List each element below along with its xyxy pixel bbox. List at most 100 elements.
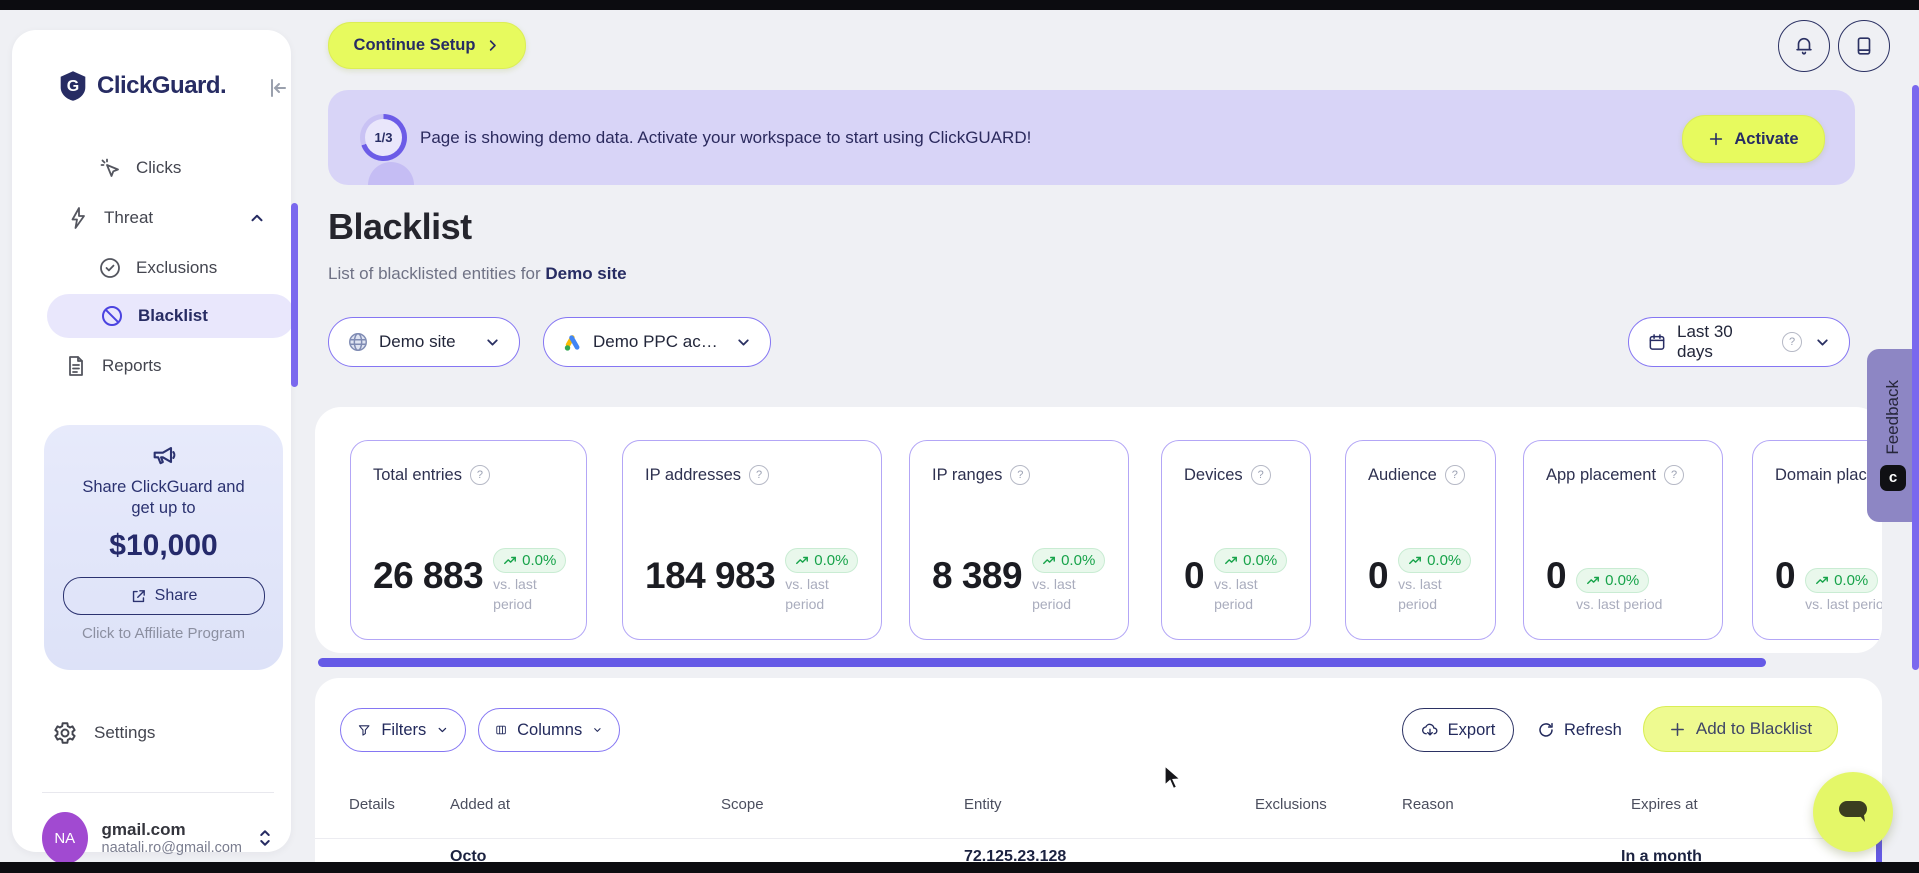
- stat-label: IP addresses: [645, 465, 742, 484]
- stat-value: 26 883: [373, 555, 484, 596]
- stat-label: Audience: [1368, 465, 1437, 484]
- refresh-button[interactable]: Refresh: [1537, 708, 1622, 752]
- sidebar-item-settings[interactable]: Settings: [52, 720, 155, 746]
- sidebar-item-label: Blacklist: [138, 306, 208, 325]
- column-header-exclusions[interactable]: Exclusions: [1255, 796, 1327, 813]
- shield-logo-icon: G: [58, 70, 88, 102]
- help-icon[interactable]: ?: [749, 465, 770, 485]
- progress-fraction: 1/3: [365, 119, 402, 156]
- export-label: Export: [1447, 720, 1496, 739]
- book-icon: [1857, 37, 1871, 55]
- sidebar-item-threat[interactable]: Threat: [66, 200, 266, 236]
- delta-badge: 0.0%: [1398, 548, 1472, 573]
- avatar: NA: [42, 812, 88, 864]
- date-range-selector[interactable]: Last 30 days ?: [1628, 317, 1850, 367]
- trend-up-icon: [1409, 556, 1422, 564]
- delta-badge: 0.0%: [1032, 548, 1106, 573]
- column-header-added-at[interactable]: Added at: [450, 796, 511, 813]
- site-selector[interactable]: Demo site: [328, 317, 520, 367]
- table-vertical-scrollbar[interactable]: [1876, 839, 1882, 862]
- share-button[interactable]: Share: [62, 577, 265, 615]
- help-icon[interactable]: ?: [1664, 465, 1685, 485]
- demo-data-banner: 1/3 Page is showing demo data. Activate …: [328, 90, 1855, 185]
- lightning-icon: [66, 206, 90, 230]
- affiliate-promo-card[interactable]: Share ClickGuard and get up to $10,000 S…: [44, 425, 283, 670]
- delta-badge: 0.0%: [1805, 568, 1879, 593]
- help-icon[interactable]: ?: [1010, 465, 1031, 485]
- window-bottom-bar: [0, 862, 1919, 873]
- promo-amount: $10,000: [109, 529, 218, 562]
- brand-name: ClickGuard.: [97, 72, 227, 99]
- column-header-details[interactable]: Details: [349, 796, 395, 813]
- continue-setup-button[interactable]: Continue Setup: [328, 22, 526, 69]
- date-range-value: Last 30 days: [1677, 322, 1733, 361]
- vs-period-label: vs. last period: [1805, 596, 1882, 612]
- vs-period-label: period: [1032, 596, 1072, 612]
- clickguard-mark-icon: c: [1880, 464, 1906, 491]
- chevron-up-icon: [248, 209, 266, 227]
- docs-button[interactable]: [1838, 20, 1890, 72]
- export-button[interactable]: Export: [1402, 708, 1514, 752]
- column-header-expires-at[interactable]: Expires at: [1631, 796, 1698, 813]
- columns-button[interactable]: Columns: [478, 708, 620, 752]
- vs-period-label: period: [1398, 596, 1437, 612]
- stat-card-devices: Devices? 0 0.0% vs. last period: [1161, 440, 1311, 640]
- stat-value: 0: [1184, 555, 1205, 596]
- page-vertical-scrollbar[interactable]: [1912, 85, 1919, 670]
- table-row-cell-expires-at[interactable]: In a month: [1621, 848, 1702, 862]
- sidebar-item-label: Threat: [104, 208, 154, 227]
- sidebar-item-label: Clicks: [136, 158, 182, 177]
- workspace-switcher[interactable]: NA gmail.com naatali.ro@gmail.com: [42, 812, 274, 864]
- stat-label: Domain placement: [1775, 465, 1882, 484]
- promo-text-line1: Share ClickGuard and: [82, 478, 245, 496]
- stat-value: 8 389: [932, 555, 1023, 596]
- ppc-account-selector[interactable]: Demo PPC ac…: [543, 317, 771, 367]
- stat-label: Devices: [1184, 465, 1243, 484]
- columns-label: Columns: [517, 720, 583, 739]
- sidebar-item-exclusions[interactable]: Exclusions: [98, 250, 217, 286]
- vs-period-label: vs. last period: [1576, 596, 1663, 612]
- activate-button[interactable]: Activate: [1682, 115, 1825, 163]
- sidebar-item-blacklist[interactable]: Blacklist: [47, 294, 295, 338]
- sidebar-divider: [42, 792, 274, 793]
- chevron-down-icon: [438, 727, 447, 733]
- globe-icon: [347, 331, 369, 353]
- gear-icon: [52, 720, 78, 746]
- brand-logo[interactable]: G ClickGuard.: [58, 70, 227, 102]
- cloud-download-icon: [1421, 723, 1438, 736]
- settings-label: Settings: [94, 723, 156, 742]
- trend-up-icon: [1816, 576, 1829, 584]
- refresh-label: Refresh: [1564, 720, 1622, 739]
- notifications-button[interactable]: [1778, 20, 1830, 72]
- calendar-icon: [1647, 332, 1667, 352]
- add-to-blacklist-button[interactable]: Add to Blacklist: [1643, 706, 1838, 752]
- chat-widget-button[interactable]: [1813, 772, 1893, 852]
- help-icon[interactable]: ?: [1250, 465, 1271, 485]
- delta-badge: 0.0%: [1576, 568, 1650, 593]
- column-header-reason[interactable]: Reason: [1402, 796, 1454, 813]
- stats-panel: Total entries? 26 883 0.0% vs. last peri…: [315, 407, 1882, 653]
- stat-card-audience: Audience? 0 0.0% vs. last period: [1345, 440, 1496, 640]
- sidebar-scrollbar[interactable]: [291, 203, 298, 387]
- filters-button[interactable]: Filters: [340, 708, 466, 752]
- vs-period-label: vs. last: [1032, 576, 1076, 592]
- help-icon[interactable]: ?: [469, 465, 490, 485]
- column-header-entity[interactable]: Entity: [964, 796, 1002, 813]
- ppc-selector-value: Demo PPC ac…: [593, 332, 718, 351]
- sidebar-item-reports[interactable]: Reports: [64, 348, 162, 384]
- badge-check-icon: [98, 256, 122, 280]
- feedback-tab[interactable]: Feedback c: [1867, 349, 1919, 522]
- stats-horizontal-scrollbar[interactable]: [318, 658, 1766, 667]
- collapse-sidebar-icon[interactable]: [265, 76, 289, 100]
- stat-value: 0: [1775, 555, 1796, 596]
- sidebar-item-clicks[interactable]: Clicks: [98, 150, 181, 186]
- help-icon[interactable]: ?: [1782, 332, 1802, 352]
- help-icon[interactable]: ?: [1444, 465, 1465, 485]
- column-header-scope[interactable]: Scope: [721, 796, 764, 813]
- stat-card-total-entries: Total entries? 26 883 0.0% vs. last peri…: [350, 440, 587, 640]
- trend-up-icon: [1225, 556, 1238, 564]
- plus-icon: [1710, 132, 1723, 146]
- table-row-cell-added-at[interactable]: Octo: [450, 848, 487, 862]
- table-row-cell-entity[interactable]: 72.125.23.128: [964, 848, 1067, 862]
